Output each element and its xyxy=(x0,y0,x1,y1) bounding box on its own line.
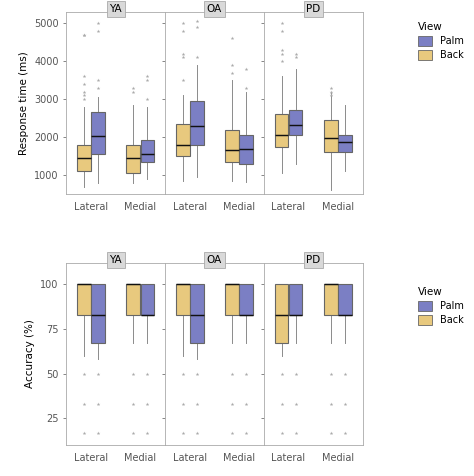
Bar xyxy=(91,112,105,154)
Bar xyxy=(190,285,204,343)
Bar xyxy=(225,130,239,162)
Bar xyxy=(77,145,91,171)
Bar xyxy=(239,135,253,164)
Title: PD: PD xyxy=(306,255,320,265)
Bar xyxy=(289,285,302,315)
Title: YA: YA xyxy=(109,4,122,14)
Title: YA: YA xyxy=(109,255,122,265)
Bar xyxy=(338,285,352,315)
Legend: Palm, Back: Palm, Back xyxy=(415,19,467,63)
Bar xyxy=(225,285,239,315)
Bar xyxy=(127,285,140,315)
Bar xyxy=(274,285,288,343)
Title: PD: PD xyxy=(306,4,320,14)
Bar xyxy=(324,120,338,152)
Y-axis label: Response time (ms): Response time (ms) xyxy=(18,51,28,155)
Bar xyxy=(239,285,253,315)
Title: OA: OA xyxy=(207,255,222,265)
Title: OA: OA xyxy=(207,4,222,14)
Bar xyxy=(176,124,190,156)
Bar xyxy=(141,285,155,315)
Bar xyxy=(77,285,91,315)
Bar xyxy=(190,101,204,145)
Y-axis label: Accuracy (%): Accuracy (%) xyxy=(25,319,35,388)
Bar xyxy=(176,285,190,315)
Bar xyxy=(91,285,105,343)
Bar xyxy=(141,140,155,162)
Bar xyxy=(338,135,352,152)
Legend: Palm, Back: Palm, Back xyxy=(415,284,467,328)
Bar xyxy=(324,285,338,315)
Bar xyxy=(289,110,302,135)
Bar xyxy=(274,114,288,147)
Bar xyxy=(127,145,140,173)
